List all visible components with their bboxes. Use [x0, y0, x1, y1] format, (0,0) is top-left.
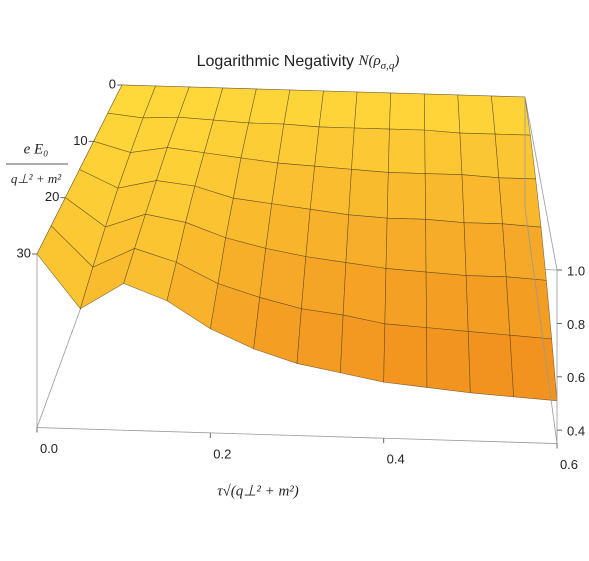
y-tick-label: 0	[109, 76, 116, 91]
surface-patch	[271, 162, 315, 210]
surface-patch	[494, 133, 537, 180]
surface-patch	[457, 94, 496, 135]
surface-patch	[253, 297, 302, 364]
surface-patch	[240, 122, 285, 164]
surface-patch	[283, 89, 324, 128]
surface-patch	[502, 223, 547, 281]
surface-patch	[345, 214, 388, 269]
surface-patch	[425, 271, 469, 332]
surface-patch	[425, 219, 467, 276]
box-edge	[36, 427, 558, 444]
x-tick-label: 0.6	[560, 457, 578, 472]
surface-patch	[388, 128, 426, 174]
surface-patch	[467, 331, 514, 398]
x-tick-label: 0.2	[213, 446, 231, 461]
surface-patch	[424, 129, 463, 176]
surface-patch	[384, 268, 427, 328]
z-tick-label: 0.6	[567, 370, 585, 385]
surface-patch	[424, 173, 465, 224]
x-tick-label: 0.0	[40, 441, 58, 456]
title-symbol: N(ρ	[357, 53, 380, 69]
surface-patch	[386, 172, 426, 220]
surface-patch	[232, 157, 279, 205]
z-tick-label: 1.0	[567, 263, 585, 278]
y-label-num: e E₀	[24, 141, 49, 157]
x-tick-label: 0.4	[387, 452, 405, 467]
z-tick-label: 0.8	[567, 317, 585, 332]
x-label: τ√(q⊥² + m²)	[217, 483, 299, 499]
surface-patch	[383, 323, 428, 388]
y-tick-label: 10	[73, 133, 87, 148]
surface-patch	[305, 208, 350, 263]
y-tick-label: 30	[17, 245, 31, 260]
surface-patch	[342, 262, 387, 325]
surface-patch	[248, 88, 291, 125]
surface-patch	[491, 95, 531, 136]
surface-patch	[389, 92, 426, 131]
surface-patch	[426, 327, 471, 394]
surface-patch	[459, 132, 500, 179]
surface-patch	[348, 169, 389, 219]
surface-patch	[463, 222, 507, 278]
title-end: )	[393, 53, 399, 69]
surface-patch	[314, 126, 355, 170]
surface-patch	[296, 308, 344, 374]
chart-title: Logarithmic Negativity N(ρσ,q)	[197, 53, 400, 71]
surface-patch	[277, 123, 320, 167]
surface-patch	[340, 314, 386, 383]
surface-patch	[505, 276, 552, 340]
title-sub: σ,q	[381, 60, 395, 72]
box-edge	[524, 96, 558, 271]
surface-patch	[309, 165, 352, 216]
surface-patch	[423, 93, 461, 134]
z-tick-label: 0.4	[567, 424, 585, 439]
surface-patch	[465, 275, 511, 336]
y-tick-label: 20	[45, 189, 59, 204]
y-label-den: q⊥² + m²	[11, 171, 62, 186]
surface-patch	[498, 177, 542, 228]
box-edge	[524, 207, 558, 444]
title-text: Logarithmic Negativity	[197, 53, 359, 70]
surface-patch	[318, 90, 358, 129]
surface-patch	[351, 127, 390, 173]
surface-patch	[461, 174, 503, 225]
surface-patch	[353, 91, 391, 130]
surface-patch	[265, 203, 311, 257]
surface-patch	[385, 217, 427, 273]
surface-patch	[301, 256, 347, 316]
